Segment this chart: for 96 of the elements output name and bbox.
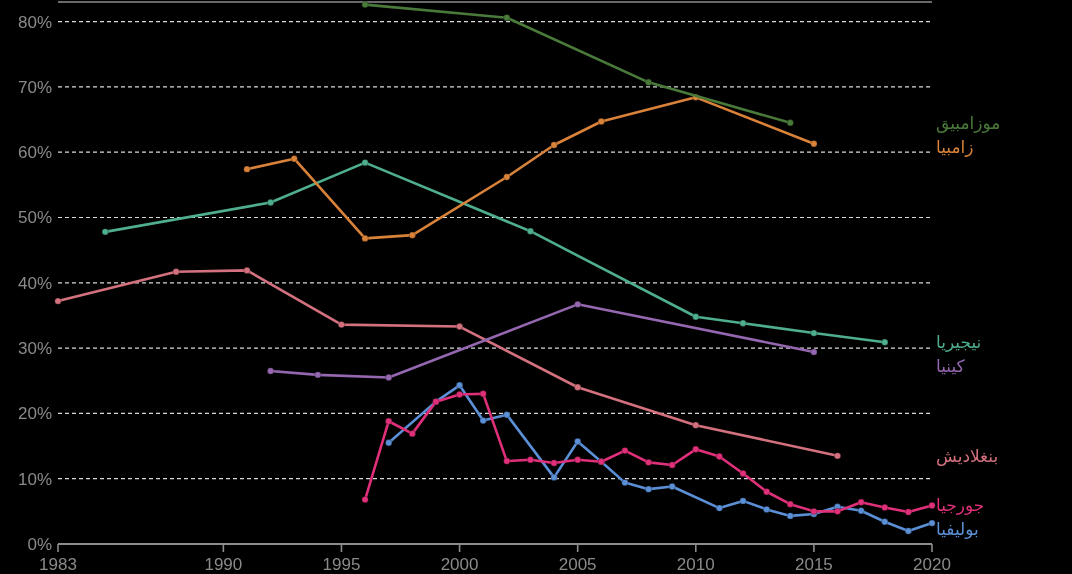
text: زامبيا — [936, 136, 974, 157]
point — [361, 1, 369, 9]
point — [786, 512, 794, 520]
point — [574, 300, 582, 308]
point — [550, 473, 558, 481]
series-label: بوليفيا — [936, 519, 979, 540]
point — [172, 268, 180, 276]
point — [668, 461, 676, 469]
point — [574, 437, 582, 446]
text: موزامبيق — [936, 112, 1001, 133]
point — [833, 507, 842, 515]
text: بنغلاديش — [936, 445, 999, 466]
point — [550, 141, 558, 149]
point — [503, 457, 511, 465]
point — [668, 482, 676, 491]
x-tick-label: 1990 — [204, 555, 243, 574]
point — [101, 228, 109, 236]
point — [597, 117, 605, 126]
point — [739, 469, 747, 478]
point — [361, 496, 369, 504]
y-tick-label: 20% — [17, 404, 52, 424]
x-tick-label: 2020 — [913, 555, 951, 574]
point — [385, 373, 393, 382]
point — [314, 371, 322, 379]
point — [715, 504, 724, 512]
x-tick-label: 2015 — [794, 555, 833, 574]
y-tick-label: 70% — [17, 77, 52, 97]
point — [928, 501, 936, 510]
point — [479, 390, 487, 398]
point — [408, 430, 416, 438]
point — [621, 447, 629, 455]
point — [503, 173, 511, 181]
point — [833, 452, 842, 460]
point — [904, 527, 912, 535]
point — [455, 322, 464, 331]
point — [904, 508, 912, 516]
point — [243, 165, 251, 173]
point — [786, 119, 794, 127]
point — [739, 497, 747, 505]
point — [692, 313, 700, 321]
point — [503, 14, 511, 22]
point — [361, 234, 369, 242]
point — [786, 500, 794, 508]
point — [881, 518, 889, 526]
x-tick-label: 2000 — [440, 555, 479, 574]
point — [692, 421, 700, 429]
series-label: جورجيا — [936, 495, 985, 516]
point — [526, 227, 535, 235]
point — [644, 458, 653, 466]
point — [810, 348, 818, 356]
point — [243, 266, 251, 274]
point — [408, 231, 416, 239]
point — [644, 78, 653, 86]
point — [479, 416, 487, 425]
point — [385, 439, 393, 447]
point — [526, 456, 535, 464]
y-tick-label: 30% — [17, 339, 52, 359]
point — [763, 505, 771, 513]
point — [54, 297, 62, 305]
x-tick-label: 2010 — [676, 555, 715, 574]
point — [715, 452, 724, 461]
point — [763, 488, 771, 496]
point — [928, 519, 936, 527]
point — [503, 411, 511, 419]
point — [550, 459, 558, 467]
point — [267, 198, 275, 207]
point — [810, 140, 818, 148]
y-tick-label: 60% — [17, 143, 52, 163]
text: كينيا — [936, 356, 965, 377]
y-tick-label: 10% — [17, 469, 52, 489]
y-tick-label: 0% — [27, 535, 52, 554]
point — [739, 319, 747, 327]
y-tick-label: 80% — [17, 12, 52, 32]
x-tick-label: 1983 — [39, 555, 77, 574]
point — [574, 456, 582, 464]
point — [574, 383, 582, 391]
point — [290, 155, 298, 163]
point — [337, 320, 346, 329]
y-tick-label: 40% — [17, 273, 52, 293]
point — [267, 367, 275, 375]
point — [881, 503, 889, 512]
point — [455, 381, 464, 389]
point — [857, 498, 865, 506]
text: نيجيريا — [936, 332, 982, 353]
point — [857, 507, 865, 515]
point — [361, 159, 369, 167]
point — [810, 329, 818, 337]
point — [881, 338, 889, 346]
point — [692, 445, 700, 453]
point — [455, 390, 464, 399]
x-tick-label: 1995 — [322, 555, 361, 574]
y-tick-label: 50% — [17, 208, 52, 228]
point — [385, 417, 393, 425]
point — [621, 479, 629, 487]
x-tick-label: 2005 — [558, 555, 597, 574]
point — [644, 485, 653, 493]
